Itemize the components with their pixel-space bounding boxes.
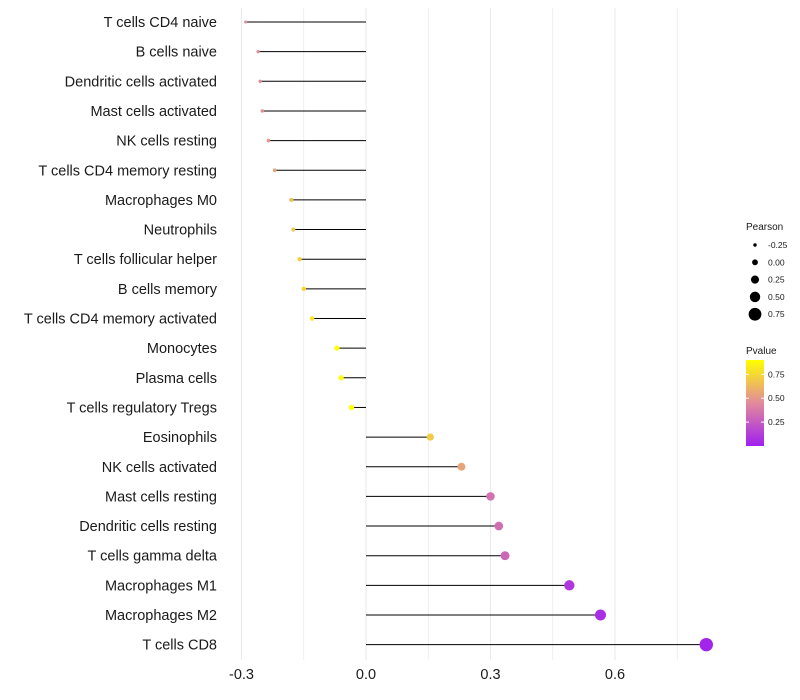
- category-label: Plasma cells: [136, 371, 217, 387]
- colorbar-label: 0.25: [768, 417, 785, 427]
- category-label: Dendritic cells resting: [79, 519, 217, 535]
- category-label: Monocytes: [147, 341, 217, 357]
- lollipop-point: [494, 521, 504, 531]
- lollipop-point: [272, 168, 277, 173]
- category-label: Eosinophils: [143, 430, 217, 446]
- lollipop-point: [291, 227, 296, 232]
- category-labels: T cells CD4 naive B cells naive Dendritic …: [24, 15, 218, 654]
- lollipop-point: [297, 257, 302, 262]
- legend-size-dot: [749, 291, 761, 303]
- lollipop-point: [338, 375, 344, 381]
- lollipop-point: [301, 286, 306, 292]
- legend-size-label: 0.00: [768, 257, 785, 267]
- lollipop-point: [457, 462, 466, 471]
- category-label: T cells follicular helper: [74, 252, 217, 268]
- colorbar-label: 0.50: [768, 393, 785, 403]
- category-label: T cells regulatory Tregs: [67, 400, 217, 416]
- lollipop-point: [348, 404, 355, 411]
- category-label: Dendritic cells activated: [65, 74, 217, 90]
- category-label: T cells CD8: [142, 638, 217, 654]
- legend-size-label: 0.75: [768, 309, 785, 319]
- colorbar-label: 0.75: [768, 369, 785, 379]
- legend-size-label: 0.25: [768, 275, 785, 285]
- legend-size-dot: [748, 307, 762, 321]
- lollipop-point: [594, 609, 606, 621]
- x-tick-label: 0.3: [480, 667, 500, 683]
- x-tick-label: -0.3: [229, 667, 254, 683]
- legend: Pearson Pvalue -0.25 0.00 0.25 0.50 0.75 0.25…: [746, 222, 788, 446]
- category-label: NK cells resting: [116, 134, 217, 150]
- legend-size-dot: [752, 259, 758, 266]
- legend-size-dot: [750, 275, 760, 284]
- lollipop-point: [334, 345, 340, 351]
- lollipop-point: [500, 551, 510, 561]
- category-label: T cells CD4 naive: [104, 15, 217, 31]
- legend-pvalue-title: Pvalue: [746, 346, 777, 357]
- category-label: Macrophages M1: [105, 578, 217, 594]
- category-label: Macrophages M0: [105, 193, 217, 209]
- lollipop-point: [258, 79, 262, 84]
- lollipop-point: [260, 109, 264, 113]
- pvalue-colorbar: [746, 360, 764, 446]
- category-label: B cells memory: [118, 282, 218, 298]
- category-label: Mast cells resting: [105, 489, 217, 505]
- category-label: Neutrophils: [144, 223, 217, 239]
- lollipop-point: [564, 580, 575, 591]
- lollipop-point: [486, 492, 495, 501]
- category-label: T cells CD4 memory activated: [24, 312, 217, 328]
- stem-layer: [245, 21, 707, 646]
- category-label: Macrophages M2: [105, 608, 217, 624]
- category-label: NK cells activated: [102, 460, 217, 476]
- x-tick-label: 0.0: [356, 667, 376, 683]
- point-layer: [244, 20, 713, 652]
- lollipop-point: [309, 316, 315, 321]
- lollipop-point: [699, 637, 713, 652]
- x-axis-ticks: -0.3 0.0 0.3 0.6: [229, 667, 625, 683]
- legend-size-label: -0.25: [768, 240, 788, 250]
- category-label: B cells naive: [136, 45, 217, 61]
- lollipop-point: [256, 49, 260, 54]
- lollipop-point: [266, 138, 271, 143]
- lollipop-point: [244, 20, 248, 24]
- x-tick-label: 0.6: [605, 667, 625, 683]
- category-label: Mast cells activated: [90, 104, 217, 120]
- legend-size-dot: [753, 243, 757, 247]
- legend-pearson-title: Pearson: [746, 222, 783, 233]
- lollipop-point: [289, 197, 294, 202]
- grid-layer: [240, 8, 678, 660]
- category-label: T cells CD4 memory resting: [38, 163, 217, 179]
- category-label: T cells gamma delta: [88, 549, 218, 565]
- legend-size-label: 0.50: [768, 292, 785, 302]
- lollipop-point: [426, 433, 434, 441]
